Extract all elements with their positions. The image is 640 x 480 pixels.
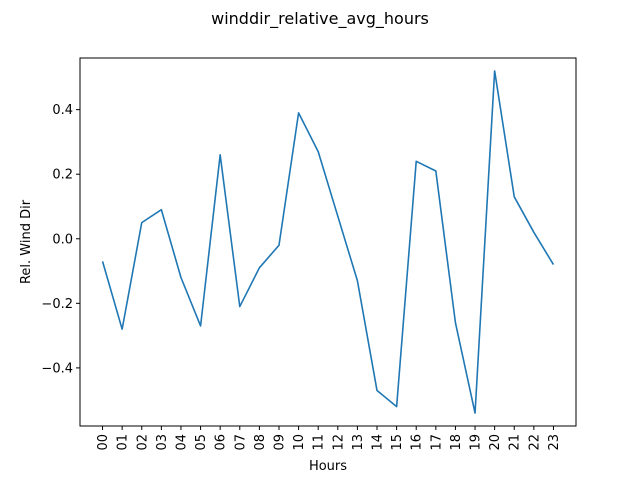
x-tick-label: 02 bbox=[135, 434, 150, 451]
y-tick-label: 0.4 bbox=[52, 103, 73, 118]
x-tick-label: 11 bbox=[312, 434, 327, 451]
y-axis: −0.4 −0.2 0.0 0.2 0.4 bbox=[41, 103, 80, 376]
x-tick-label: 20 bbox=[488, 434, 503, 451]
y-tick-label: 0.2 bbox=[52, 168, 73, 183]
x-tick-label: 12 bbox=[331, 434, 346, 451]
x-tick-label: 07 bbox=[233, 434, 248, 451]
x-tick-label: 16 bbox=[410, 434, 425, 451]
x-tick-label: 01 bbox=[116, 434, 131, 451]
x-tick-label: 05 bbox=[194, 434, 209, 451]
y-tick-label: −0.2 bbox=[41, 297, 73, 312]
x-tick-label: 22 bbox=[527, 434, 542, 451]
x-tick-label: 23 bbox=[547, 434, 562, 451]
x-tick-label: 18 bbox=[449, 434, 464, 451]
x-tick-label: 15 bbox=[390, 434, 405, 451]
x-tick-label: 09 bbox=[272, 434, 287, 451]
x-tick-label: 13 bbox=[351, 434, 366, 451]
chart-title: winddir_relative_avg_hours bbox=[211, 9, 429, 29]
series-line-0 bbox=[101, 70, 555, 414]
x-tick-label: 17 bbox=[429, 434, 444, 451]
x-tick-label: 06 bbox=[214, 434, 229, 451]
y-tick-label: −0.4 bbox=[41, 361, 73, 376]
x-tick-label: 08 bbox=[253, 434, 268, 451]
x-tick-label: 19 bbox=[469, 434, 484, 451]
x-axis-label: Hours bbox=[309, 459, 347, 474]
x-tick-label: 03 bbox=[155, 434, 170, 451]
x-tick-label: 00 bbox=[96, 434, 111, 451]
x-axis: 00 01 02 03 04 05 06 07 08 09 10 11 12 13 14 15 16 17 18 19… bbox=[96, 426, 562, 451]
x-tick-label: 14 bbox=[371, 434, 386, 451]
x-tick-label: 10 bbox=[292, 434, 307, 451]
x-tick-label: 04 bbox=[174, 434, 189, 451]
axes-frame bbox=[79, 57, 577, 427]
y-tick-label: 0.0 bbox=[52, 232, 73, 247]
x-tick-label: 21 bbox=[508, 434, 523, 451]
y-axis-label: Rel. Wind Dir bbox=[19, 199, 34, 284]
plot-area bbox=[101, 70, 555, 414]
